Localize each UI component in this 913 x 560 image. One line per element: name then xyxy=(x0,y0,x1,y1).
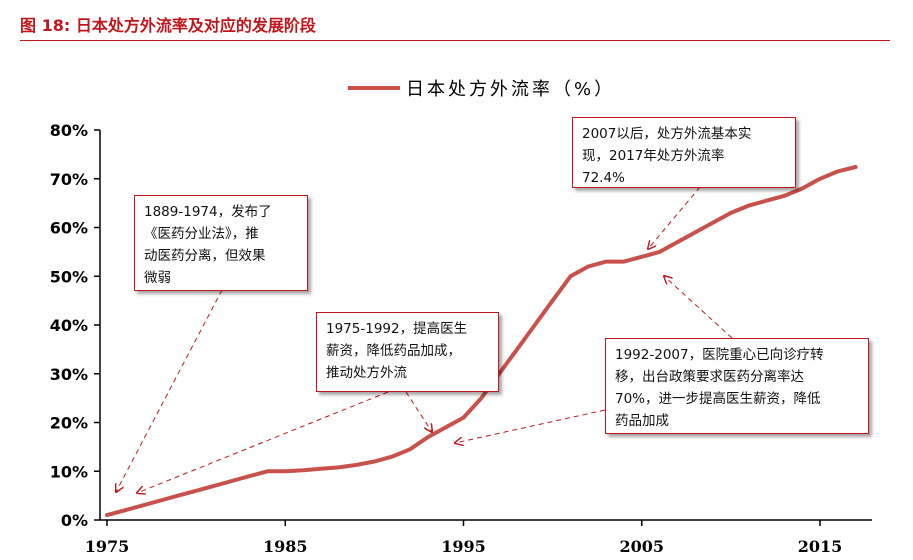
figure-number: 图 18: xyxy=(20,16,71,35)
annotation-arrows xyxy=(116,186,733,493)
annotation-line: 移，出台政策要求医药分离率达 xyxy=(615,369,804,385)
legend-label: 日本处方外流率（%） xyxy=(406,79,615,100)
title-divider xyxy=(20,40,890,41)
chart-legend: 日本处方外流率（%） xyxy=(348,79,615,100)
annotation-line: 2007以后，处方外流基本实 xyxy=(582,126,752,142)
y-tick-label: 30% xyxy=(50,365,88,384)
y-tick-label: 10% xyxy=(50,462,88,481)
annotation-line: 动医药分离，但效果 xyxy=(144,248,266,264)
annotation-line: 薪资，降低药品加成， xyxy=(326,343,461,359)
annotation-line: 72.4% xyxy=(582,170,625,186)
series-line-prescription-outflow xyxy=(105,165,858,518)
annotation-1889-1974: 1889-1974，发布了 《医药分业法》，推 动医药分离，但效果 微弱 xyxy=(134,195,308,291)
annotation-line: 微弱 xyxy=(144,270,171,286)
annotation-line: 1975-1992，提高医生 xyxy=(326,321,468,337)
annotation-line: 药品加成 xyxy=(615,413,669,429)
annotation-line: 《医药分业法》，推 xyxy=(144,226,259,242)
arrow-1992-2007-left xyxy=(455,409,606,443)
annotation-line: 1889-1974，发布了 xyxy=(144,204,272,220)
y-tick-label: 50% xyxy=(50,267,88,286)
arrow-2007 xyxy=(648,186,701,249)
annotation-line: 现，2017年处方外流率 xyxy=(582,148,725,164)
arrow-1889-1974 xyxy=(116,289,223,492)
x-axis: 1975 1985 1995 2005 2015 xyxy=(85,519,872,556)
annotation-1992-2007: 1992-2007，医院重心已向诊疗转 移，出台政策要求医药分离率达 70%，进… xyxy=(605,338,869,434)
annotation-line: 70%，进一步提高医生薪资，降低 xyxy=(615,391,821,407)
y-tick-label: 0% xyxy=(61,511,88,530)
annotation-line: 推动处方外流 xyxy=(326,365,407,381)
y-tick-label: 70% xyxy=(50,170,88,189)
annotation-line: 1992-2007，医院重心已向诊疗转 xyxy=(615,347,824,363)
figure-title: 图 18: 日本处方外流率及对应的发展阶段 xyxy=(20,12,316,36)
y-tick-label: 20% xyxy=(50,414,88,433)
x-tick-label: 2005 xyxy=(619,537,664,556)
arrow-1975-1992-end xyxy=(405,391,432,432)
annotation-1975-1992: 1975-1992，提高医生 薪资，降低药品加成， 推动处方外流 xyxy=(316,312,499,392)
arrow-1975-1992-start xyxy=(137,391,389,493)
y-tick-label: 80% xyxy=(50,121,88,140)
y-axis: 0% 10% 20% 30% 40% 50% 60% 70% 80% xyxy=(50,121,101,530)
x-tick-label: 1995 xyxy=(441,537,486,556)
arrow-1992-2007-top xyxy=(664,276,733,339)
annotation-2007: 2007以后，处方外流基本实 现，2017年处方外流率 72.4% xyxy=(572,117,796,188)
x-tick-label: 1975 xyxy=(85,537,130,556)
x-tick-label: 1985 xyxy=(263,537,308,556)
x-tick-label: 2015 xyxy=(798,537,843,556)
y-tick-label: 60% xyxy=(50,219,88,238)
figure-title-text: 日本处方外流率及对应的发展阶段 xyxy=(75,16,316,35)
y-tick-label: 40% xyxy=(50,316,88,335)
